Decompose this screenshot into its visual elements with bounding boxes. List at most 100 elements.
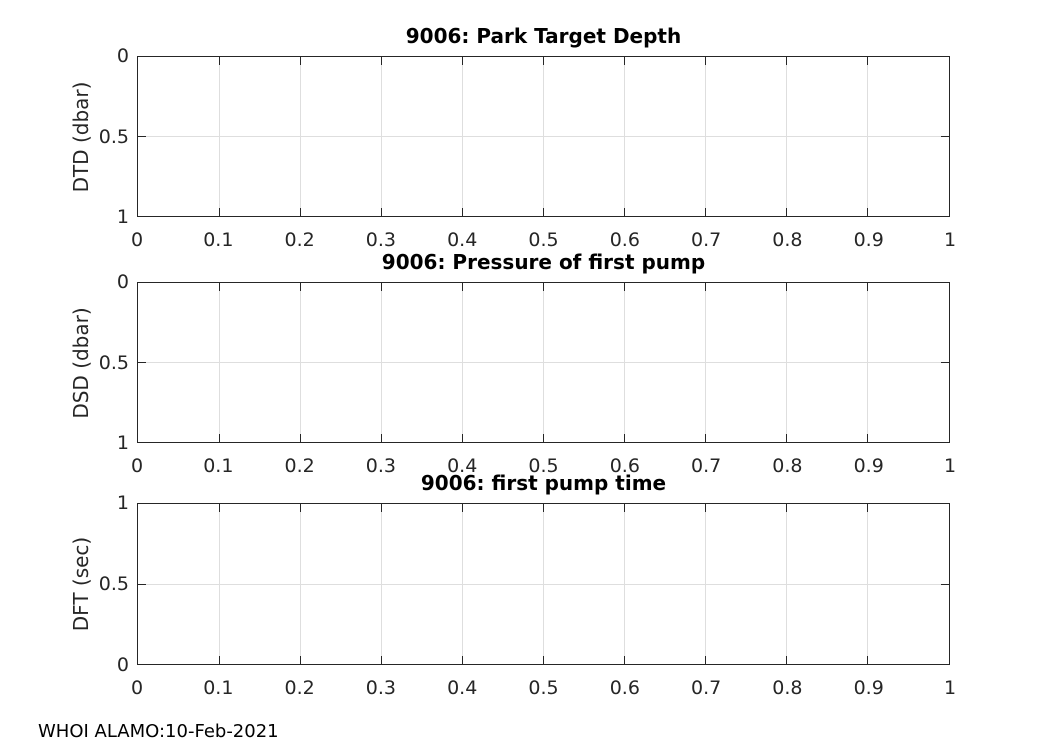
x-tick-mark-top [786,57,788,65]
x-tick-mark-bottom [380,656,382,664]
x-tick-mark-bottom [380,208,382,216]
x-tick-label: 0.1 [203,229,234,251]
x-tick-label: 0 [130,229,144,251]
x-tick-mark-bottom [624,434,626,442]
x-tick-mark-top [218,504,220,512]
chart-title: 9006: first pump time [420,471,667,495]
x-tick-mark-bottom [705,208,707,216]
x-tick-label: 0.8 [772,455,803,477]
chart-title: 9006: Pressure of first pump [381,250,706,274]
x-tick-label: 0 [130,677,144,699]
x-tick-label: 0.8 [772,677,803,699]
x-tick-mark-top [461,283,463,291]
x-tick-mark-bottom [867,656,869,664]
x-tick-mark-top [380,504,382,512]
y-tick-label: 1 [116,492,129,514]
x-tick-label: 0.4 [447,455,478,477]
x-tick-mark-bottom [461,434,463,442]
y-tick-mark-left [138,583,146,585]
x-tick-labels: 0 0.1 0.2 0.3 0.4 0.5 0.6 0.7 0.8 0.9 1 [131,229,956,251]
x-tick-mark-top [624,283,626,291]
x-tick-label: 0.2 [284,677,315,699]
grid-line-horizontal [138,362,949,363]
x-tick-mark-bottom [786,208,788,216]
x-tick-mark-bottom [543,656,544,664]
x-tick-mark-top [624,504,626,512]
x-tick-mark-top [380,283,382,291]
x-tick-label: 0.9 [853,455,884,477]
x-tick-label: 0.6 [609,677,640,699]
y-tick-label: 0.5 [98,125,129,148]
x-tick-mark-bottom [705,656,707,664]
plot-area [137,282,950,443]
x-tick-label: 0.5 [528,455,559,477]
y-tick-mark-right [941,136,949,137]
x-tick-mark-bottom [543,208,544,216]
figure-footer-stamp: WHOI ALAMO:10-Feb-2021 [38,721,279,742]
x-tick-mark-top [543,504,544,512]
x-tick-mark-top [543,283,544,291]
x-tick-label: 0.5 [528,677,559,699]
x-tick-label: 1 [943,455,957,477]
x-tick-mark-bottom [461,656,463,664]
x-tick-mark-bottom [218,208,220,216]
x-tick-label: 0.7 [690,455,722,477]
x-tick-label: 0.2 [284,455,315,477]
x-tick-mark-bottom [867,434,869,442]
x-tick-label: 0.9 [853,677,884,699]
x-tick-label: 0.6 [609,455,640,477]
x-tick-mark-bottom [299,208,301,216]
x-tick-mark-top [299,283,301,291]
x-tick-label: 0.3 [365,229,396,251]
x-tick-label: 0.9 [853,229,884,251]
x-tick-mark-top [867,283,869,291]
x-tick-label: 0.5 [528,229,559,251]
y-tick-label: 1 [116,206,129,228]
x-tick-mark-bottom [380,434,382,442]
plot-area [137,503,950,665]
y-tick-label: 0 [116,45,129,67]
y-tick-labels: 1 0.5 0 [0,492,137,676]
y-tick-label: 0 [116,271,129,293]
x-tick-mark-top [705,283,707,291]
x-tick-mark-top [705,504,707,512]
x-tick-label: 0 [130,455,144,477]
x-tick-label: 1 [943,229,957,251]
x-tick-mark-bottom [786,656,788,664]
y-tick-label: 0 [116,654,129,676]
x-tick-label: 0.1 [203,677,234,699]
x-tick-mark-bottom [786,434,788,442]
x-tick-label: 0.7 [690,677,722,699]
x-tick-label: 0.8 [772,229,803,251]
x-tick-label: 1 [943,677,957,699]
x-tick-mark-top [786,504,788,512]
grid-line-horizontal [138,136,949,137]
x-tick-mark-bottom [218,656,220,664]
x-tick-mark-bottom [624,656,626,664]
y-tick-labels: 0 0.5 1 [0,45,137,228]
x-tick-label: 0.3 [365,455,396,477]
x-tick-mark-top [218,57,220,65]
x-tick-mark-top [461,504,463,512]
plot-area [137,56,950,217]
x-tick-mark-top [218,283,220,291]
y-tick-mark-right [941,362,949,363]
x-tick-mark-bottom [299,656,301,664]
x-tick-labels: 0 0.1 0.2 0.3 0.4 0.5 0.6 0.7 0.8 0.9 1 [131,677,956,699]
x-tick-mark-top [786,283,788,291]
y-tick-label: 0.5 [98,351,129,374]
x-tick-mark-bottom [218,434,220,442]
x-tick-mark-top [624,57,626,65]
x-tick-mark-bottom [624,208,626,216]
x-tick-mark-bottom [705,434,707,442]
x-tick-mark-top [461,57,463,65]
y-tick-labels: 0 0.5 1 [0,271,137,454]
x-tick-mark-top [299,504,301,512]
x-tick-mark-top [543,57,544,65]
x-tick-label: 0.4 [447,677,478,699]
y-tick-label: 1 [116,432,129,454]
x-tick-label: 0.4 [447,229,478,251]
x-tick-mark-top [380,57,382,65]
y-tick-mark-left [138,136,146,137]
